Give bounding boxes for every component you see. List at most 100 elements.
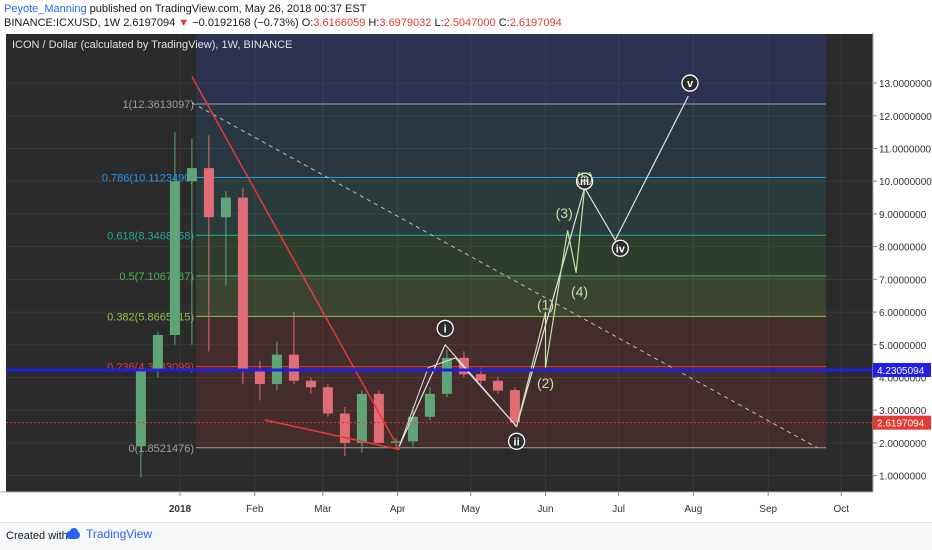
x-axis-tick-label: 2018 (169, 504, 192, 515)
wave-label-circle (507, 432, 526, 450)
current-price-badge-label: 2.6197094 (877, 419, 925, 430)
wave-label: i (444, 323, 447, 335)
candle-body (254, 370, 265, 385)
x-axis-tick-label: Feb (246, 504, 264, 515)
publish-info: published on TradingView.com, May 26, 20… (89, 3, 367, 15)
tradingview-brand[interactable]: TradingView (64, 527, 152, 541)
fib-band (196, 177, 826, 236)
high-label: H: (368, 17, 380, 29)
down-arrow-icon: ▼ (178, 17, 190, 29)
x-axis-tick-label: Apr (390, 504, 406, 515)
chart-frame[interactable]: 1(12.3613097) 0.786(10.1123490) 0.618(8.34… (0, 32, 932, 522)
y-axis-tick-label: 7.0000000 (879, 275, 927, 286)
x-axis-tick-label: Sep (759, 504, 777, 515)
candle-body (152, 334, 163, 371)
candle-body (475, 374, 486, 381)
candle-body (135, 370, 146, 447)
y-axis-tick-label: 10.0000000 (879, 177, 932, 188)
candle-body (288, 354, 299, 381)
brand-label[interactable]: TradingView (86, 527, 153, 541)
y-axis-tick-label: 8.0000000 (879, 243, 927, 254)
candle-body (305, 380, 316, 388)
open-label: O: (301, 17, 314, 29)
fib-band-top (196, 34, 826, 104)
fib-level-label: 1(12.3613097) (122, 99, 194, 111)
y-axis-tick-label: 11.0000000 (879, 145, 932, 156)
y-axis-tick-label: 6.0000000 (879, 308, 927, 319)
candle-body (509, 390, 520, 423)
wave-label: (4) (571, 283, 588, 299)
x-axis-tick-label: Jul (612, 504, 625, 515)
wave-label-circle (436, 319, 454, 338)
wave-label-circle (681, 74, 699, 92)
wave-path-sub (516, 187, 586, 427)
fib-level-label: 0.618(8.3468758) (107, 230, 194, 242)
plot-area: 1(12.3613097) 0.786(10.1123490) 0.618(8.34… (6, 34, 873, 492)
candle-body (373, 393, 384, 443)
fib-band (196, 316, 826, 367)
x-axis-tick-label: Jun (537, 504, 553, 515)
y-axis-background (873, 32, 932, 522)
candle-body (339, 413, 350, 443)
fib-band (196, 275, 826, 317)
y-axis-tick-label: 4.0000000 (879, 374, 927, 385)
current-price-badge (873, 415, 931, 430)
wave-label: (2) (537, 375, 554, 391)
fib-band (196, 235, 826, 276)
red-trendline (264, 419, 400, 451)
wave-label-circle (575, 172, 594, 190)
wave-label: iii (580, 176, 589, 188)
last-price: 2.6197094 (123, 17, 176, 29)
candle-body (322, 387, 333, 414)
candle-body (220, 197, 231, 218)
low-value: 2.5047000 (443, 17, 496, 29)
candle-body (424, 393, 435, 417)
author-link[interactable]: Peyote_Manning (4, 3, 87, 15)
grid-lines (6, 34, 873, 492)
wave-label: ii (514, 436, 520, 448)
high-value: 3.6979032 (379, 17, 432, 29)
x-axis-tick-label: Mar (314, 504, 332, 515)
plot-background (6, 34, 873, 492)
symbol-label: BINANCE:ICXUSD, 1W (4, 17, 121, 29)
price-change: −0.0192168 (−0.73%) (192, 17, 299, 29)
fib-retracement: 1(12.3613097) 0.786(10.1123490) 0.618(8.34… (102, 34, 826, 455)
candle-body (407, 416, 418, 442)
created-with-label: Created with (6, 530, 68, 542)
x-axis-background (0, 492, 873, 522)
wave-label: (3) (556, 205, 573, 221)
candle-body (356, 393, 367, 443)
fib-level-label: 0.786(10.1123490) (102, 173, 194, 185)
x-axis-tick-label: Aug (685, 504, 703, 515)
y-axis-tick-label: 3.0000000 (879, 406, 927, 417)
x-axis-tick-label: Oct (834, 504, 850, 515)
candle-body (203, 168, 214, 218)
wave-label-circle (611, 239, 629, 257)
wave-label: (1) (537, 297, 554, 313)
price-chart[interactable]: 1(12.3613097) 0.786(10.1123490) 0.618(8.34… (0, 32, 932, 522)
wave-label: iv (616, 243, 626, 255)
y-axis-tick-label: 2.0000000 (879, 439, 927, 450)
fib-level-label: 0.382(5.8665815) (107, 311, 194, 323)
wave-path-main (398, 95, 689, 447)
y-axis-tick-label: 1.0000000 (879, 472, 927, 483)
candle-body (441, 357, 452, 394)
close-label: C: (498, 17, 510, 29)
dashed-trendline (191, 102, 818, 449)
footer-bar: Created with TradingView (0, 522, 932, 550)
wave-label: (5) (576, 169, 593, 185)
wave-label: v (687, 78, 694, 90)
fib-level-label: 0.236(4.3333099) (107, 362, 194, 374)
candle-body (492, 380, 503, 391)
y-axis-tick-label: 5.0000000 (879, 341, 927, 352)
tradingview-cloud-icon (64, 528, 82, 540)
publish-header: Peyote_Manning published on TradingView.… (4, 2, 366, 16)
price-line-badge (873, 362, 931, 377)
y-axis-tick-label: 12.0000000 (879, 112, 932, 123)
open-value: 3.6166059 (313, 17, 366, 29)
candle-body (237, 197, 248, 371)
y-axis-tick-label: 13.0000000 (879, 79, 932, 90)
fib-band (196, 103, 826, 178)
close-value: 2.6197094 (509, 17, 562, 29)
